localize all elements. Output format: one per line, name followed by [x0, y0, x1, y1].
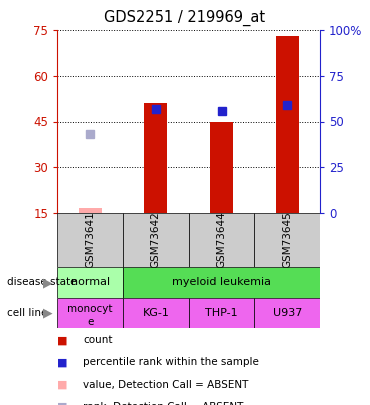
- Bar: [255, 213, 320, 267]
- Text: U937: U937: [273, 308, 302, 318]
- Text: value, Detection Call = ABSENT: value, Detection Call = ABSENT: [83, 380, 249, 390]
- Text: ▶: ▶: [43, 276, 53, 289]
- Bar: [255, 298, 320, 328]
- Text: KG-1: KG-1: [142, 308, 169, 318]
- Text: disease state: disease state: [7, 277, 77, 288]
- Text: GDS2251 / 219969_at: GDS2251 / 219969_at: [104, 10, 266, 26]
- Text: GSM73644: GSM73644: [216, 211, 226, 269]
- Bar: [189, 298, 255, 328]
- Text: ■: ■: [57, 380, 68, 390]
- Text: ▶: ▶: [43, 306, 53, 320]
- Text: count: count: [83, 335, 113, 345]
- Bar: [189, 213, 255, 267]
- Bar: [57, 213, 123, 267]
- Text: ■: ■: [57, 402, 68, 405]
- Text: GSM73645: GSM73645: [282, 211, 292, 269]
- Text: ■: ■: [57, 335, 68, 345]
- Bar: [123, 213, 189, 267]
- Bar: [123, 267, 320, 298]
- Text: THP-1: THP-1: [205, 308, 238, 318]
- Text: GSM73642: GSM73642: [151, 211, 161, 269]
- Bar: [144, 103, 167, 213]
- Bar: [123, 298, 189, 328]
- Text: percentile rank within the sample: percentile rank within the sample: [83, 358, 259, 367]
- Bar: [57, 267, 123, 298]
- Text: rank, Detection Call = ABSENT: rank, Detection Call = ABSENT: [83, 402, 243, 405]
- Text: e: e: [87, 317, 93, 327]
- Text: myeloid leukemia: myeloid leukemia: [172, 277, 271, 288]
- Text: monocyt: monocyt: [67, 304, 113, 314]
- Bar: [57, 298, 123, 328]
- Text: GSM73641: GSM73641: [85, 211, 95, 269]
- Bar: [210, 122, 233, 213]
- Bar: [276, 36, 299, 213]
- Text: ■: ■: [57, 358, 68, 367]
- Bar: [79, 208, 102, 213]
- Text: normal: normal: [71, 277, 110, 288]
- Text: cell line: cell line: [7, 308, 48, 318]
